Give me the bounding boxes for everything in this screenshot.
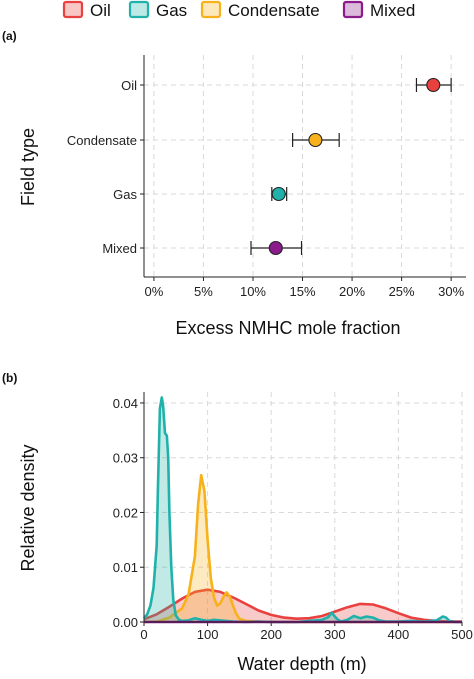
panel-a-x-tick-label: 15% bbox=[290, 284, 316, 299]
panel-b-x-tick-label: 100 bbox=[197, 627, 219, 642]
panel-b-y-axis-title: Relative density bbox=[18, 444, 38, 571]
legend-key-mixed bbox=[342, 0, 364, 19]
legend-label-oil: Oil bbox=[90, 1, 111, 20]
panel-b-label: (b) bbox=[2, 371, 17, 385]
panel-a-x-axis-title: Excess NMHC mole fraction bbox=[175, 318, 400, 338]
legend-key-condensate bbox=[200, 0, 222, 19]
density-area-condensate bbox=[144, 475, 462, 622]
panel-b-y-tick-label: 0.02 bbox=[113, 505, 138, 520]
panel-b-x-tick-label: 400 bbox=[388, 627, 410, 642]
panel-a-plot: 0% 5% 10% 15% 20% 25% 30% Oil Condensate Gas Mixed bbox=[67, 55, 466, 299]
panel-a-x-tick-label: 0% bbox=[145, 284, 164, 299]
panel-a-y-tick-label-oil: Oil bbox=[121, 78, 137, 93]
legend-key-gas bbox=[128, 0, 150, 19]
panel-a-x-tick-label: 5% bbox=[194, 284, 213, 299]
panel-b-x-tick-label: 0 bbox=[140, 627, 147, 642]
panel-b-x-tick-label: 200 bbox=[260, 627, 282, 642]
point-mixed bbox=[268, 240, 283, 256]
legend-label-gas: Gas bbox=[156, 1, 187, 20]
panel-b-y-tick-label: 0.01 bbox=[113, 560, 138, 575]
panel-b-plot: 0 100 200 300 400 500 0.00 0.01 0.02 0.03 0.04 bbox=[113, 392, 473, 642]
panel-a-x-tick-label: 10% bbox=[240, 284, 266, 299]
panel-b-y-tick-label: 0.03 bbox=[113, 451, 138, 466]
panel-a-x-tick-label: 25% bbox=[389, 284, 415, 299]
legend-label-mixed: Mixed bbox=[370, 1, 415, 20]
panel-b-x-tick-label: 500 bbox=[451, 627, 473, 642]
point-oil bbox=[426, 77, 441, 93]
panel-b-x-tick-label: 300 bbox=[324, 627, 346, 642]
panel-b-x-axis-title: Water depth (m) bbox=[237, 654, 366, 674]
point-condensate bbox=[308, 132, 323, 148]
density-line-oil bbox=[143, 588, 462, 623]
panel-a-y-tick-label-gas: Gas bbox=[113, 187, 137, 202]
point-gas bbox=[271, 186, 286, 202]
panel-b-y-tick-label: 0.00 bbox=[113, 615, 138, 630]
panel-a-y-tick-label-mixed: Mixed bbox=[102, 241, 137, 256]
legend-key-oil bbox=[62, 0, 84, 19]
panel-a-y-axis-title: Field type bbox=[18, 128, 38, 206]
legend: Oil Gas Condensate Mixed bbox=[62, 0, 415, 20]
panel-a-y-tick-label-condensate: Condensate bbox=[67, 133, 137, 148]
panel-a-x-tick-label: 20% bbox=[339, 284, 365, 299]
panel-a-label: (a) bbox=[2, 29, 17, 43]
legend-label-condensate: Condensate bbox=[228, 1, 320, 20]
panel-a-x-tick-label: 30% bbox=[438, 284, 464, 299]
panel-b-y-tick-label: 0.04 bbox=[113, 396, 138, 411]
